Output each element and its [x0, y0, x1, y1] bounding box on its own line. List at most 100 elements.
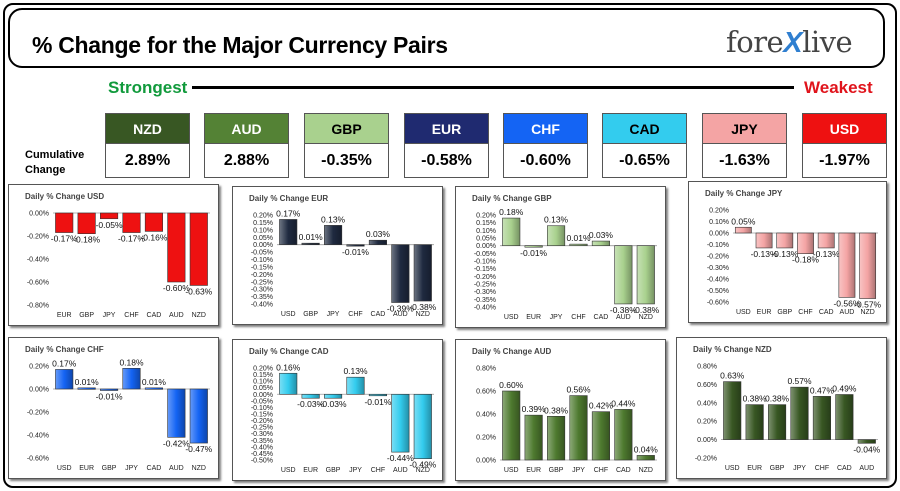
currency-box-chf: CHF -0.60% — [503, 113, 588, 178]
y-tick-label: -0.30% — [707, 265, 729, 272]
data-label: 0.03% — [366, 229, 391, 239]
x-tick-label: NZD — [416, 467, 430, 474]
bar-cad — [614, 409, 633, 461]
y-tick-label: -0.25% — [474, 282, 496, 289]
data-label: 0.18% — [499, 207, 524, 217]
bar-chart: Daily % Change JPY 0.20% 0.10% 0.00% -0.10% -… — [705, 189, 882, 316]
x-tick-label: JPY — [125, 465, 138, 472]
x-tick-label: GBP — [303, 311, 318, 318]
x-tick-label: EUR — [757, 309, 772, 316]
data-label: -0.17% — [118, 234, 145, 244]
y-tick-label: 0.10% — [253, 227, 273, 234]
bar-gbp — [77, 212, 96, 235]
data-label: -0.56% — [833, 298, 860, 308]
y-tick-label: -0.40% — [27, 257, 49, 264]
data-label: 0.17% — [52, 358, 77, 368]
data-label: -0.18% — [792, 255, 819, 265]
bar-cad — [144, 387, 163, 390]
bar-aud — [391, 393, 410, 453]
weakest-label: Weakest — [804, 78, 873, 97]
data-label: 0.05% — [731, 216, 756, 226]
currency-code: USD — [803, 114, 886, 144]
y-tick-label: 0.20% — [697, 419, 717, 426]
cumulative-value: 2.88% — [223, 151, 270, 169]
bar-nzd — [636, 455, 655, 461]
data-label: 0.04% — [634, 444, 659, 454]
x-tick-label: USD — [57, 465, 72, 472]
data-label: -0.17% — [51, 234, 78, 244]
currency-box-gbp: GBP -0.35% — [304, 113, 389, 178]
x-tick-label: EUR — [747, 465, 762, 472]
x-tick-label: JPY — [550, 314, 563, 321]
y-tick-label: -0.25% — [251, 425, 273, 432]
data-label: -0.03% — [320, 399, 347, 409]
bar-jpy — [324, 225, 343, 245]
bar-chf — [346, 244, 365, 247]
data-label: 0.17% — [276, 208, 301, 218]
y-tick-label: -0.20% — [27, 234, 49, 241]
data-label: -0.42% — [163, 438, 190, 448]
y-tick-label: -0.50% — [251, 458, 273, 465]
chart-title: Daily % Change CHF — [25, 345, 104, 354]
data-label: -0.05% — [96, 220, 123, 230]
x-tick-label: CAD — [147, 312, 162, 319]
x-tick-label: GBP — [549, 467, 564, 474]
y-tick-label: -0.30% — [251, 431, 273, 438]
data-label: -0.47% — [185, 444, 212, 454]
bar-eur — [524, 245, 543, 248]
y-tick-label: -0.30% — [474, 289, 496, 296]
y-tick-label: -0.05% — [251, 398, 273, 405]
chart-title: Daily % Change GBP — [472, 194, 552, 203]
x-tick-label: NZD — [192, 465, 206, 472]
bar-chf — [368, 393, 387, 397]
logo-left: fore — [726, 25, 784, 59]
bar-eur — [55, 212, 74, 233]
strongest-label: Strongest — [108, 78, 188, 97]
y-tick-label: 0.00% — [476, 458, 496, 465]
y-tick-label: -0.35% — [251, 438, 273, 445]
chart-panel-0: Daily % Change USD 0.00% -0.20% -0.40% -0.60… — [8, 184, 219, 326]
bar-cad — [144, 212, 163, 232]
data-label: -0.01% — [96, 392, 123, 402]
data-label: 0.63% — [720, 371, 745, 381]
data-label: -0.13% — [771, 249, 798, 259]
bar-usd — [723, 381, 742, 440]
bar-chart: Daily % Change CHF 0.20% 0.00% -0.20% -0.40%… — [25, 345, 213, 472]
y-tick-label: 0.10% — [253, 379, 273, 386]
chart-title: Daily % Change USD — [25, 192, 104, 201]
data-label: 0.13% — [544, 215, 569, 225]
cumulative-value: -1.97% — [819, 151, 870, 169]
data-label: -0.63% — [185, 286, 212, 296]
y-tick-label: 0.80% — [697, 364, 717, 371]
y-tick-label: 0.00% — [476, 243, 496, 250]
bar-eur — [745, 404, 764, 440]
currency-code: CHF — [504, 114, 587, 144]
bar-aud — [838, 232, 856, 298]
bar-chart: Daily % Change CAD0.20%0.15%0.10%0.05%0.… — [249, 347, 437, 474]
x-tick-label: CAD — [594, 314, 609, 321]
x-tick-label: CHF — [798, 309, 812, 316]
currency-box-aud: AUD 2.88% — [204, 113, 289, 178]
y-tick-label: -0.05% — [251, 250, 273, 257]
bar-aud — [167, 212, 186, 283]
bar-cad — [817, 232, 835, 249]
y-tick-label: -0.35% — [474, 297, 496, 304]
data-label: 0.16% — [276, 362, 301, 372]
data-label: 0.18% — [119, 357, 144, 367]
y-tick-label: -0.40% — [251, 444, 273, 451]
chart-panel-6: Daily % Change AUD 0.80% 0.60% 0.40% 0.20% 0.… — [455, 339, 666, 481]
y-tick-label: -0.10% — [474, 259, 496, 266]
y-tick-label: 0.40% — [697, 400, 717, 407]
bar-chart: Daily % Change EUR0.20%0.15%0.10%0.05%0.… — [249, 194, 437, 318]
bar-gbp — [100, 388, 119, 391]
chart-panel-5: Daily % Change CAD 0.20% 0.15% 0.10% 0.05% 0.… — [232, 339, 443, 481]
y-tick-label: -0.40% — [27, 433, 49, 440]
data-label: 0.57% — [787, 376, 812, 386]
bar-jpy — [547, 225, 566, 246]
bar-cad — [835, 394, 854, 440]
y-tick-label: 0.05% — [476, 236, 496, 243]
y-tick-label: 0.20% — [253, 213, 273, 220]
chart-title: Daily % Change CAD — [249, 347, 329, 356]
bar-nzd — [189, 212, 208, 286]
bar-chf — [591, 411, 610, 461]
